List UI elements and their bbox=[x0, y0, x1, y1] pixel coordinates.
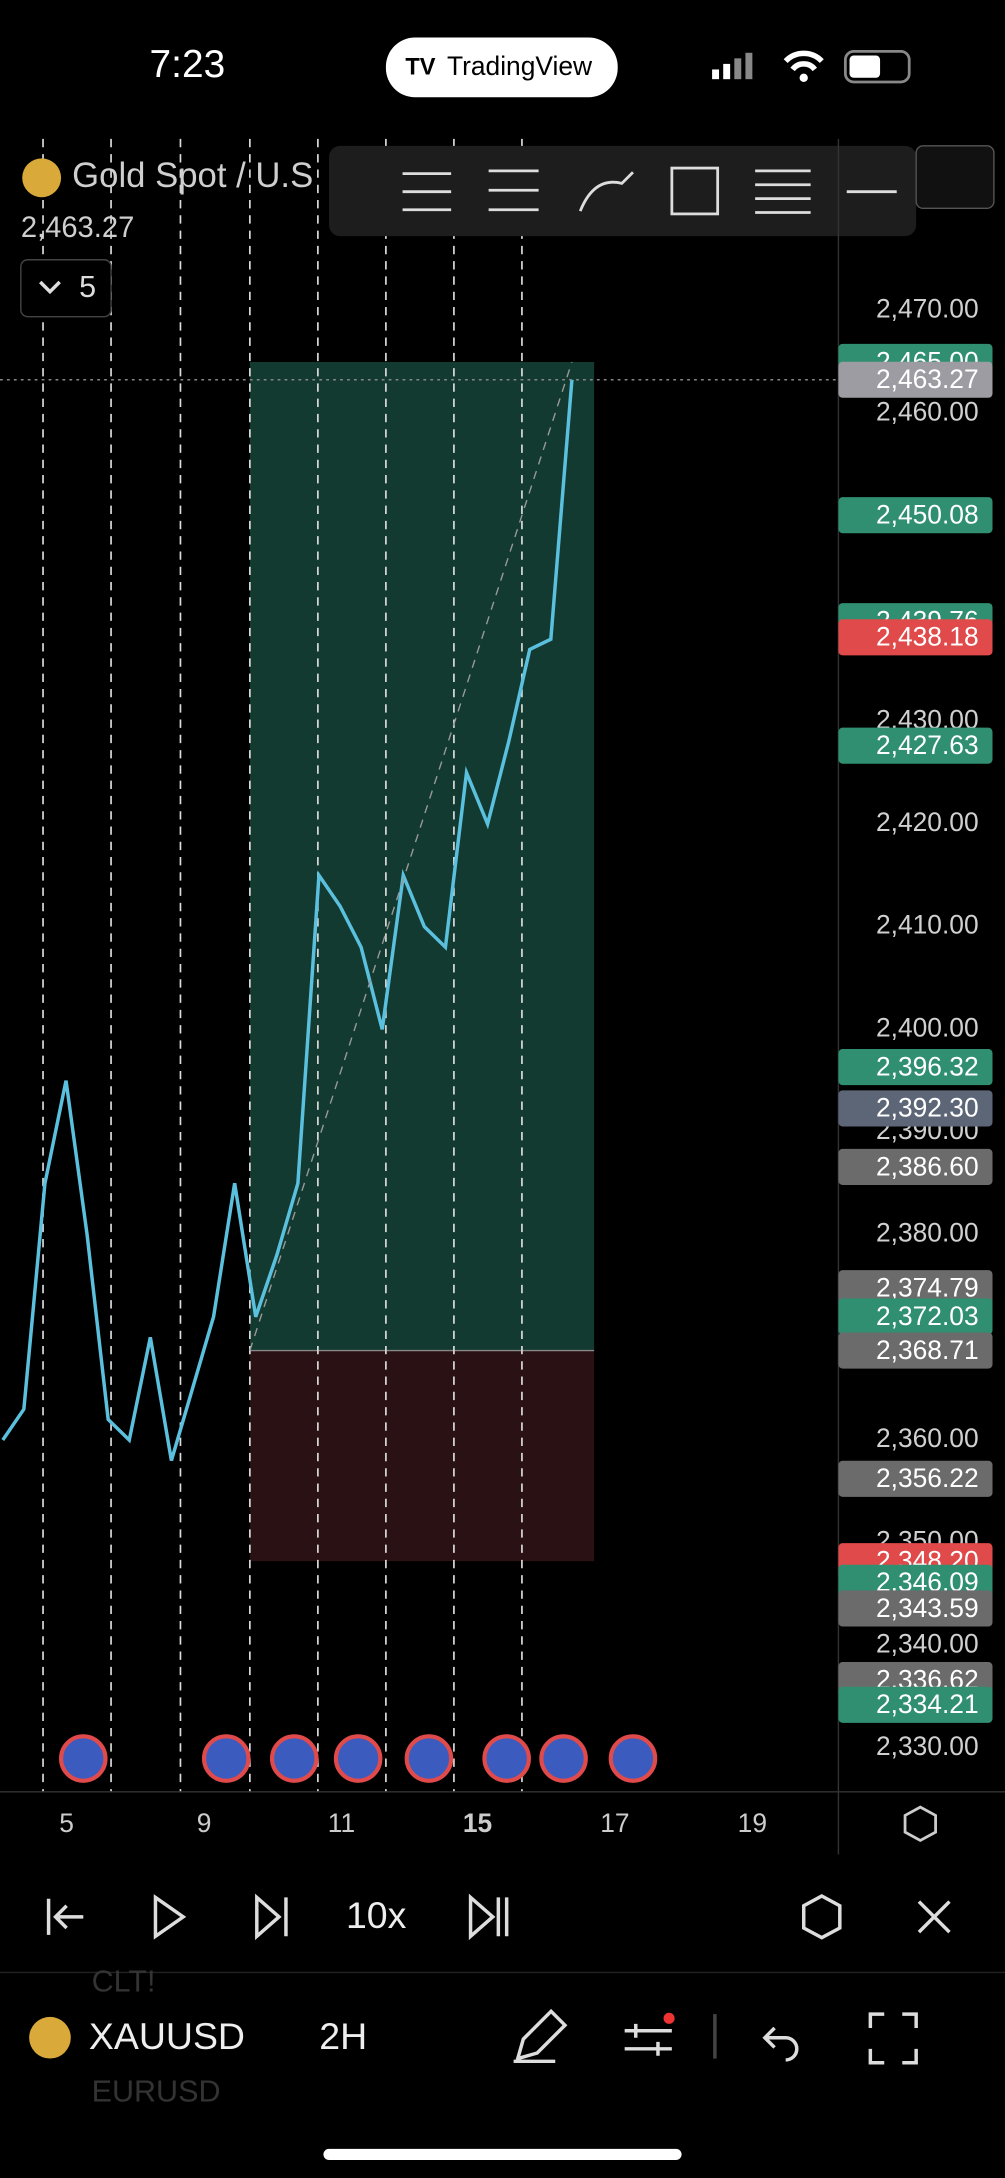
battery-level bbox=[849, 55, 881, 78]
price-badge-label: 2,463.27 bbox=[876, 364, 979, 394]
price-badge-label: 2,386.60 bbox=[876, 1151, 979, 1181]
x-tick-label: 19 bbox=[738, 1808, 767, 1838]
y-tick-label: 2,380.00 bbox=[876, 1218, 979, 1248]
x-tick-label: 5 bbox=[59, 1808, 74, 1838]
x-tick-label: 15 bbox=[463, 1808, 492, 1838]
y-tick-label: 2,460.00 bbox=[876, 396, 979, 426]
replay-speed[interactable]: 10x bbox=[346, 1894, 407, 1936]
replay-settings[interactable] bbox=[801, 1894, 842, 1940]
price-badge bbox=[838, 1460, 993, 1497]
clock: 7:23 bbox=[150, 43, 226, 86]
replay-close[interactable] bbox=[917, 1900, 951, 1934]
app-name: TradingView bbox=[447, 51, 593, 81]
price-badge-label: 2,396.32 bbox=[876, 1051, 979, 1081]
replay-start[interactable] bbox=[46, 1898, 84, 1935]
price-badge-label: 2,334.21 bbox=[876, 1689, 979, 1719]
price-badge bbox=[838, 1090, 993, 1127]
price-badge-label: 2,368.71 bbox=[876, 1335, 979, 1365]
hidden-symbol-above: CLT! bbox=[92, 1965, 156, 1999]
price-line bbox=[1, 379, 574, 1462]
price-badge bbox=[838, 727, 993, 764]
price-badge bbox=[838, 361, 993, 398]
y-tick-label: 2,340.00 bbox=[876, 1628, 979, 1658]
home-indicator bbox=[323, 2148, 682, 2160]
draw-button[interactable] bbox=[513, 2008, 568, 2064]
dropdown[interactable] bbox=[915, 145, 995, 210]
y-tick-label: 2,330.00 bbox=[876, 1731, 979, 1761]
y-tick-label: 2,360.00 bbox=[876, 1423, 979, 1453]
price-badge bbox=[838, 1332, 993, 1369]
price-badge bbox=[838, 1049, 993, 1086]
wifi bbox=[783, 50, 824, 72]
symbol-name: Gold Spot / U.S bbox=[72, 157, 313, 195]
y-tick-label: 2,400.00 bbox=[876, 1012, 979, 1042]
price-badge-label: 2,372.03 bbox=[876, 1301, 979, 1331]
price-badge bbox=[838, 619, 993, 656]
event-flag bbox=[539, 1734, 588, 1783]
interval[interactable]: 2H bbox=[319, 2015, 367, 2057]
x-tick-label: 9 bbox=[197, 1808, 212, 1838]
chevron bbox=[39, 280, 61, 295]
event-flag bbox=[201, 1734, 251, 1783]
tool-fib-ext[interactable] bbox=[488, 169, 539, 212]
tool-fib[interactable] bbox=[402, 172, 452, 212]
replay-play[interactable] bbox=[153, 1894, 187, 1940]
y-tick-label: 2,420.00 bbox=[876, 807, 979, 837]
symbol-icon bbox=[29, 2016, 71, 2059]
y-tick-label: 2,410.00 bbox=[876, 910, 979, 940]
event-flag bbox=[58, 1734, 108, 1783]
price-badge bbox=[838, 1298, 993, 1335]
price-badge-label: 2,343.59 bbox=[876, 1593, 979, 1623]
wifi-dot bbox=[799, 73, 808, 82]
price-badge-label: 2,374.79 bbox=[876, 1273, 979, 1303]
price-badge bbox=[838, 1686, 993, 1723]
signal bbox=[712, 52, 753, 80]
event-flag bbox=[269, 1734, 319, 1783]
price-badge-label: 2,356.22 bbox=[876, 1463, 979, 1493]
tv-logo: TV bbox=[405, 54, 435, 80]
event-flag bbox=[333, 1734, 383, 1783]
toolbar-icons bbox=[402, 166, 897, 216]
replay-controls bbox=[46, 1893, 951, 1941]
tool-lines[interactable] bbox=[755, 169, 811, 214]
tool-rect[interactable] bbox=[670, 166, 720, 216]
axis-settings[interactable] bbox=[903, 1805, 937, 1843]
stop-zone bbox=[249, 1350, 595, 1562]
replay-step[interactable] bbox=[255, 1893, 288, 1941]
bottom-icons bbox=[513, 2008, 918, 2065]
bottom-symbol[interactable]: XAUUSD bbox=[89, 2015, 245, 2057]
price-badge-label: 2,392.30 bbox=[876, 1093, 979, 1123]
notification-dot bbox=[663, 2012, 675, 2024]
y-tick-label: 2,470.00 bbox=[876, 294, 979, 324]
price-badge-label: 2,427.63 bbox=[876, 730, 979, 760]
target-zone bbox=[249, 361, 595, 1351]
fullscreen-button[interactable] bbox=[868, 2012, 918, 2065]
symbol-price: 2,463.27 bbox=[21, 212, 134, 244]
trend-line bbox=[249, 361, 573, 1351]
price-badge-label: 2,450.08 bbox=[876, 500, 979, 530]
event-flag bbox=[482, 1734, 531, 1783]
event-flag bbox=[608, 1734, 658, 1783]
tool-brush[interactable] bbox=[578, 171, 634, 212]
undo-button[interactable] bbox=[762, 2026, 799, 2062]
price-badge bbox=[838, 1270, 993, 1307]
indicator-toggle[interactable] bbox=[20, 259, 112, 318]
x-tick-label: 11 bbox=[328, 1808, 355, 1838]
x-tick-label: 17 bbox=[600, 1808, 629, 1838]
indicator-count: 5 bbox=[79, 270, 96, 304]
indicators-button[interactable] bbox=[624, 2023, 672, 2056]
price-badge bbox=[838, 1148, 993, 1185]
event-flag bbox=[404, 1734, 454, 1783]
price-badge bbox=[838, 1590, 993, 1627]
price-badge bbox=[838, 497, 993, 534]
price-badge-label: 2,438.18 bbox=[876, 622, 979, 652]
replay-end[interactable] bbox=[468, 1893, 509, 1941]
hidden-symbol-below: EURUSD bbox=[92, 2074, 221, 2108]
plot bbox=[0, 138, 839, 1792]
battery bbox=[843, 50, 911, 84]
gold-icon bbox=[22, 158, 62, 198]
app-pill bbox=[385, 37, 618, 98]
